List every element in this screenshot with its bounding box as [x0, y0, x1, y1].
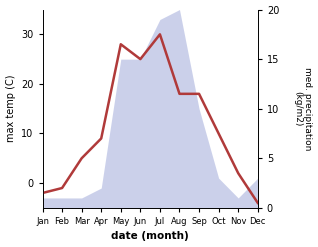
- X-axis label: date (month): date (month): [111, 231, 189, 242]
- Y-axis label: med. precipitation
(kg/m2): med. precipitation (kg/m2): [293, 67, 313, 150]
- Y-axis label: max temp (C): max temp (C): [5, 75, 16, 143]
